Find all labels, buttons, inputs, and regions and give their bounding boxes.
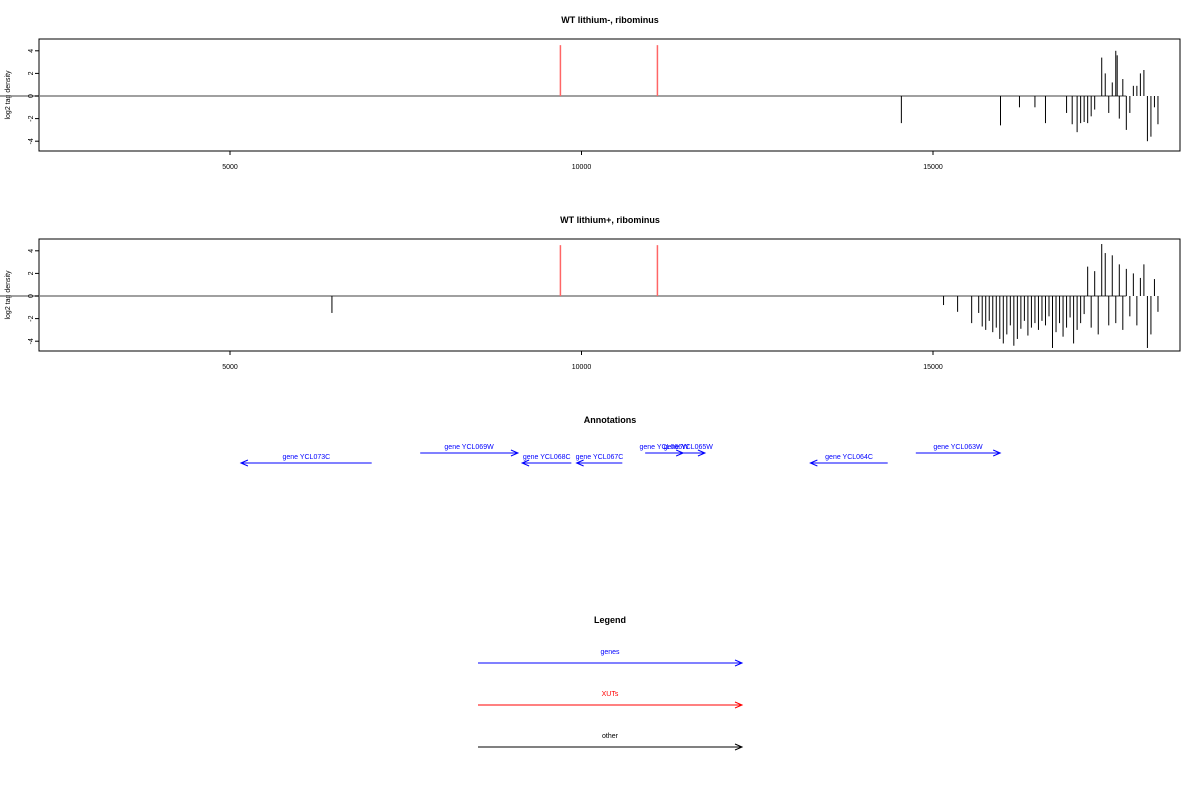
gene-arrowhead (697, 449, 707, 457)
annotations-title: Annotations (584, 415, 637, 425)
gene-label: gene YCL068C (523, 454, 571, 461)
gene-arrowhead (510, 449, 520, 457)
plot-frame (38, 38, 1181, 152)
gene-label: gene YCL073C (282, 454, 330, 461)
x-tick-label: 15000 (923, 364, 943, 371)
y-tick-label: -2 (28, 315, 35, 321)
y-tick-label: -4 (28, 138, 35, 144)
panel-lithium-minus: WT lithium-, ribominus log2 tag density … (0, 15, 1181, 171)
gene-arrowhead (992, 449, 1002, 457)
legend-title: Legend (594, 615, 626, 625)
gene-label: gene YCL066W (639, 444, 689, 451)
y-tick-label: 4 (28, 49, 35, 53)
gene-label: gene YCL069W (444, 444, 494, 451)
legend-label: genes (600, 649, 620, 656)
x-tick-label: 10000 (572, 164, 592, 171)
legend-arrowhead (734, 701, 744, 709)
gene-label: gene YCL063W (933, 444, 983, 451)
annotations-panel: Annotations gene YCL073C gene YCL069W gene… (239, 415, 1002, 467)
panel-title: WT lithium-, ribominus (561, 15, 659, 25)
x-tick-label: 15000 (923, 164, 943, 171)
y-tick-label: 0 (28, 294, 35, 298)
y-tick-label: 2 (28, 71, 35, 75)
y-tick-label: -4 (28, 338, 35, 344)
y-axis-label: log2 tag density (5, 70, 12, 120)
x-tick-label: 5000 (222, 364, 238, 371)
gene-arrowhead (520, 459, 530, 467)
legend-panel: Legend genes XUTs other (478, 615, 744, 751)
legend-arrowhead (734, 743, 744, 751)
legend-label: other (602, 733, 619, 740)
y-tick-label: 2 (28, 271, 35, 275)
gene-arrowhead (575, 459, 584, 467)
gene-label: gene YCL064C (825, 454, 873, 461)
panel-lithium-plus: WT lithium+, ribominus log2 tag density … (0, 215, 1181, 371)
y-tick-label: 0 (28, 94, 35, 98)
legend-label: XUTs (602, 691, 619, 698)
y-tick-label: -2 (28, 115, 35, 121)
gene-label: gene YCL065W (664, 444, 714, 451)
x-tick-label: 10000 (572, 364, 592, 371)
panel-title: WT lithium+, ribominus (560, 215, 660, 225)
gene-arrowhead (809, 459, 818, 467)
gene-arrowhead (239, 459, 249, 467)
legend-arrowhead (734, 659, 744, 667)
y-tick-label: 4 (28, 249, 35, 253)
gene-label: gene YCL067C (576, 454, 624, 461)
x-tick-label: 5000 (222, 164, 238, 171)
plot-frame (38, 238, 1181, 352)
y-axis-label: log2 tag density (5, 270, 12, 320)
